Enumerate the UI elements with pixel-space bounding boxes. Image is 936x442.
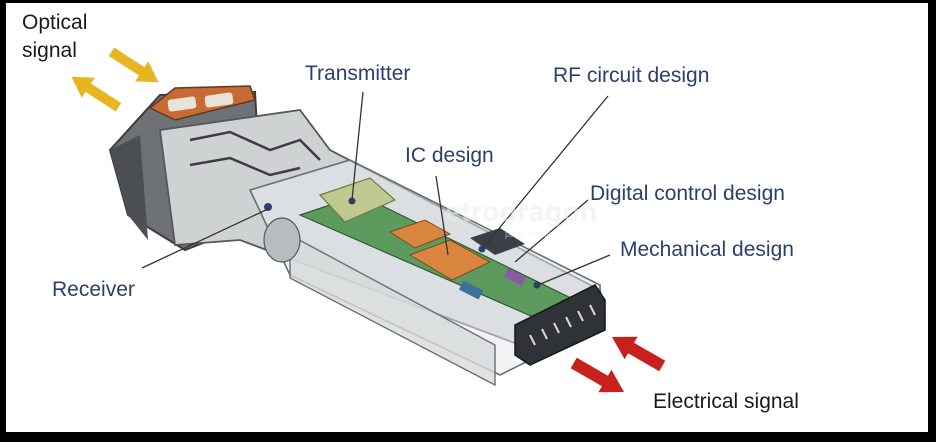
electrical-arrow-out [570, 357, 624, 393]
ic-chip-dark [470, 228, 525, 255]
ic-chip-small [388, 219, 452, 249]
receiver-rosa [263, 217, 301, 263]
edge-connector [514, 284, 606, 366]
optical-arrow-out [108, 47, 159, 83]
digital-control-leader [514, 199, 589, 263]
pcb-component-a [503, 268, 527, 286]
transceiver-module [108, 85, 607, 387]
receiver-label: Receiver [52, 278, 135, 301]
optical-arrow-in [71, 76, 122, 112]
electrical-signal-label: Electrical signal [653, 390, 799, 413]
ic-design-leader [435, 175, 449, 256]
optical-signal-label-line1: Optical [22, 11, 88, 34]
receiver-leader [141, 208, 269, 269]
ic-chip-large [408, 239, 492, 281]
receiver-dot [264, 203, 272, 211]
optical-port-slot-right [204, 92, 234, 108]
ic-design-label: IC design [405, 144, 494, 167]
electrical-signal-arrows [570, 336, 666, 393]
pcb-component-b [458, 280, 484, 300]
cage-latch-lines [189, 130, 321, 161]
digital-control-design-label: Digital control design [590, 182, 785, 205]
module-side-panel [289, 233, 496, 387]
mechanical-design-leader [537, 254, 611, 286]
leader-lines [141, 91, 611, 286]
transmitter-label: Transmitter [305, 62, 411, 85]
mechanical-design-label: Mechanical design [620, 238, 794, 261]
electrical-arrow-in [612, 336, 666, 372]
rf-circuit-design-label: RF circuit design [553, 64, 710, 87]
watermark-brand: etrodragon [445, 196, 598, 227]
edge-connector-pins [529, 304, 596, 346]
mechanical-design-dot [533, 281, 541, 289]
watermark-tagline: parts online [505, 229, 552, 239]
rf-circuit-leader [482, 95, 609, 249]
optical-signal-arrows [71, 47, 159, 112]
optical-signal-label-line2: signal [22, 39, 77, 62]
optical-port-slot-left [167, 96, 197, 112]
transmitter-leader [351, 91, 364, 201]
transmitter-dot [348, 197, 356, 205]
module-front-face [110, 135, 148, 240]
